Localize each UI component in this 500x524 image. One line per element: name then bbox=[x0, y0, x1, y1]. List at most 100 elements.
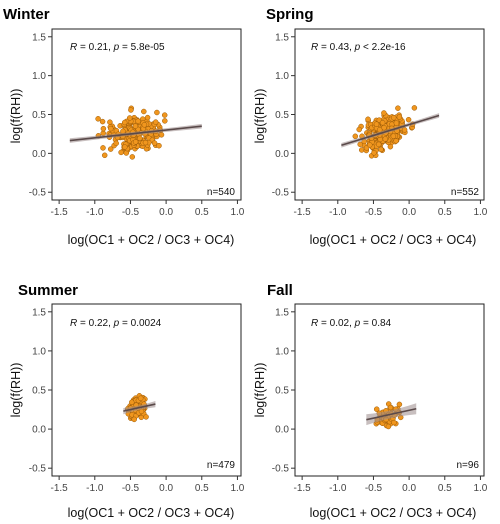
x-tick-label: -1.5 bbox=[294, 207, 312, 218]
x-tick-label: 0.0 bbox=[159, 483, 173, 494]
x-tick-label: -1.0 bbox=[86, 207, 104, 218]
data-point bbox=[367, 142, 373, 148]
data-point bbox=[373, 121, 380, 127]
n-label: n=96 bbox=[456, 460, 479, 471]
plot-frame bbox=[294, 303, 485, 477]
data-point bbox=[128, 107, 134, 113]
x-tick-label: -0.5 bbox=[365, 483, 383, 494]
y-tick-label: 0.5 bbox=[275, 386, 289, 397]
data-point bbox=[393, 120, 400, 126]
x-tick-label: -1.0 bbox=[86, 483, 104, 494]
panel-summer: Summer -1.5 -1.0 -0.5 0.0 0.5 1.0 -0.5 0.0 0.5 1.… bbox=[9, 282, 245, 520]
data-point bbox=[358, 147, 365, 153]
y-axis-label: log(f(RH)) bbox=[9, 363, 23, 418]
data-point bbox=[387, 404, 394, 411]
x-tick-label: -1.5 bbox=[51, 483, 69, 494]
stat-p: 0.0024 bbox=[131, 318, 162, 329]
x-tick-label: 0.5 bbox=[438, 207, 452, 218]
data-point bbox=[381, 110, 387, 116]
stat-r: 0.43 bbox=[330, 42, 350, 53]
panel-winter: Winter -1.5 -1.0 -0.5 0.0 0.5 1.0 -0.5 0.0 0.5 1.… bbox=[3, 6, 245, 247]
data-point bbox=[144, 114, 151, 121]
data-point bbox=[135, 118, 141, 124]
plot-area: -1.5 -1.0 -0.5 0.0 0.5 1.0 -0.5 0.0 0.5 1.0 1.5 bbox=[29, 303, 245, 494]
data-point bbox=[396, 114, 403, 120]
y-tick-label: 0.5 bbox=[32, 110, 46, 121]
regression-line bbox=[69, 125, 202, 142]
data-point bbox=[391, 419, 397, 426]
data-point bbox=[385, 423, 392, 430]
data-point bbox=[156, 142, 162, 149]
plot-frame bbox=[51, 28, 242, 201]
x-tick-label: -1.5 bbox=[51, 207, 69, 218]
data-point bbox=[373, 406, 380, 412]
y-tick-label: 1.0 bbox=[32, 346, 46, 357]
x-tick-label: 0.0 bbox=[402, 483, 416, 494]
regression-line bbox=[123, 403, 156, 412]
y-tick-label: 0.0 bbox=[275, 149, 289, 160]
y-tick-label: 1.5 bbox=[275, 307, 289, 318]
data-point bbox=[390, 114, 397, 121]
x-tick-label: 1.0 bbox=[230, 483, 244, 494]
y-tick-label: 1.0 bbox=[275, 346, 289, 357]
y-tick-label: -0.5 bbox=[272, 188, 290, 199]
y-axis-label: log(f(RH)) bbox=[253, 89, 267, 144]
data-point bbox=[137, 135, 143, 142]
data-point bbox=[375, 141, 382, 148]
data-point bbox=[95, 116, 101, 122]
data-point bbox=[390, 133, 397, 139]
x-tick-label: 0.5 bbox=[195, 207, 209, 218]
x-axis-label: log(OC1 + OC2 / OC3 + OC4) bbox=[310, 506, 477, 520]
data-point bbox=[142, 139, 149, 146]
data-point bbox=[101, 152, 108, 159]
data-point bbox=[126, 115, 133, 121]
data-point bbox=[154, 109, 160, 116]
x-tick-label: -1.0 bbox=[329, 207, 347, 218]
x-tick-label: -0.5 bbox=[365, 207, 383, 218]
panel-title: Fall bbox=[267, 282, 293, 299]
y-tick-label: -0.5 bbox=[29, 464, 47, 475]
data-point bbox=[387, 143, 394, 150]
data-point bbox=[99, 118, 106, 125]
x-tick-label: -1.5 bbox=[294, 483, 312, 494]
panel-title: Spring bbox=[266, 6, 314, 23]
stat-label: R = 0.02, p = 0.84 bbox=[311, 318, 392, 329]
data-point bbox=[132, 139, 139, 145]
plot-area: -1.5 -1.0 -0.5 0.0 0.5 1.0 -0.5 0.0 0.5 1.0 1.5 bbox=[272, 303, 488, 494]
data-point bbox=[371, 150, 377, 156]
data-point bbox=[378, 146, 384, 153]
data-point bbox=[356, 126, 362, 133]
data-point bbox=[100, 125, 107, 132]
x-tick-label: 1.0 bbox=[473, 483, 487, 494]
stat-r: 0.22 bbox=[89, 318, 109, 329]
data-point bbox=[100, 145, 106, 151]
data-point bbox=[382, 136, 389, 142]
panel-fall: Fall -1.5 -1.0 -0.5 0.0 0.5 1.0 -0.5 0.0 0.5 1.0 1… bbox=[253, 282, 488, 520]
x-axis-label: log(OC1 + OC2 / OC3 + OC4) bbox=[310, 233, 477, 247]
stat-label: R = 0.22, p = 0.0024 bbox=[70, 318, 162, 329]
x-tick-label: 0.0 bbox=[402, 207, 416, 218]
plot-area: -1.5 -1.0 -0.5 0.0 0.5 1.0 -0.5 0.0 0.5 1.0 1.5 bbox=[29, 28, 245, 218]
regression-line bbox=[366, 407, 417, 421]
data-point bbox=[395, 105, 401, 111]
x-tick-label: 0.5 bbox=[195, 483, 209, 494]
n-label: n=552 bbox=[451, 187, 480, 198]
y-tick-label: 1.5 bbox=[32, 307, 46, 318]
data-point bbox=[129, 154, 136, 160]
y-tick-label: 0.0 bbox=[32, 149, 46, 160]
data-point bbox=[411, 105, 418, 111]
stat-r: 0.02 bbox=[330, 318, 350, 329]
y-tick-label: 0.5 bbox=[275, 110, 289, 121]
x-tick-label: 1.0 bbox=[230, 207, 244, 218]
regression-line bbox=[341, 114, 440, 147]
data-point bbox=[122, 144, 128, 150]
data-point bbox=[161, 112, 168, 118]
y-tick-label: 0.0 bbox=[32, 425, 46, 436]
data-point bbox=[365, 116, 371, 123]
data-point bbox=[393, 138, 399, 144]
y-tick-label: 1.0 bbox=[32, 71, 46, 82]
data-point bbox=[113, 140, 119, 147]
data-point bbox=[357, 141, 363, 148]
data-point bbox=[152, 119, 159, 125]
